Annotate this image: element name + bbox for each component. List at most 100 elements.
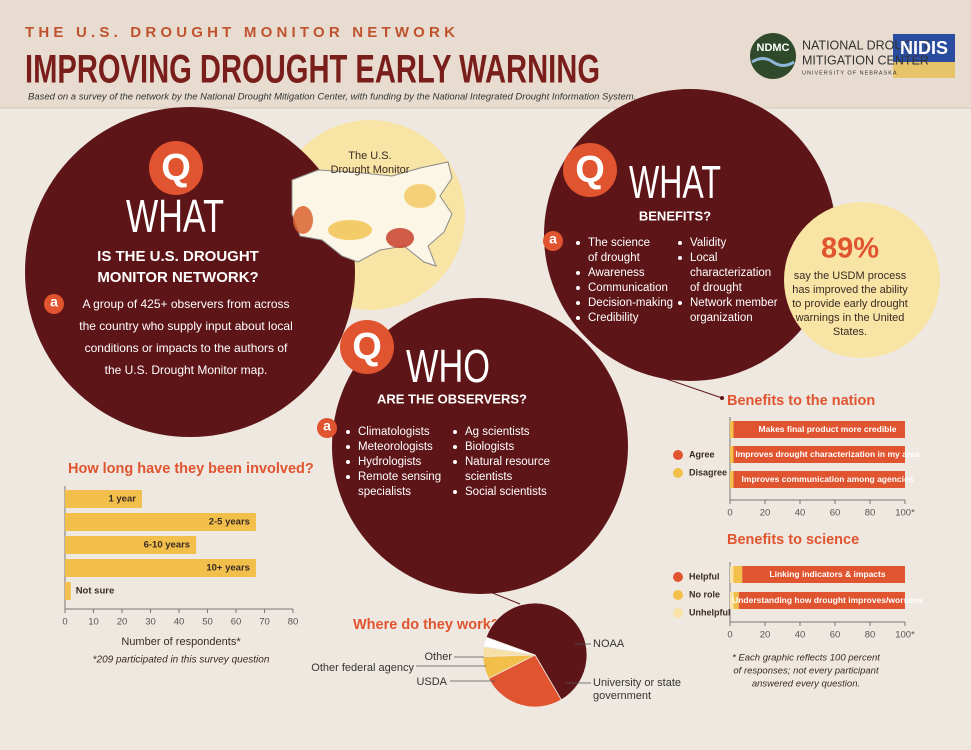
answer-text: conditions or impacts to the authors of xyxy=(85,341,288,355)
list-item: Network member xyxy=(690,297,778,309)
bar-segment xyxy=(733,566,743,583)
bar-segment xyxy=(730,446,734,463)
bullet xyxy=(576,316,580,320)
question-text: ARE THE OBSERVERS? xyxy=(377,391,527,406)
bar-label: Improves drought characterization in my … xyxy=(735,449,919,459)
question-word: WHAT xyxy=(126,190,224,242)
legend-swatch xyxy=(673,572,683,582)
list-item: Ag scientists xyxy=(465,426,530,438)
list-item: Remote sensing xyxy=(358,471,441,483)
bar-segment xyxy=(730,592,734,609)
map-label: Drought Monitor xyxy=(331,164,410,176)
legend-label: No role xyxy=(689,589,720,599)
a-badge xyxy=(317,418,337,438)
x-tick-label: 40 xyxy=(174,617,185,628)
bullet xyxy=(453,490,457,494)
map-drought-area xyxy=(386,228,414,248)
page-title: IMPROVING DROUGHT EARLY WARNING xyxy=(25,48,600,92)
badge-letter: a xyxy=(50,294,58,310)
question-word: WHO xyxy=(406,340,490,392)
legend-label: Disagree xyxy=(689,467,727,477)
subtitle: Based on a survey of the network by the … xyxy=(28,92,636,103)
legend-swatch xyxy=(673,468,683,478)
x-tick-label: 30 xyxy=(145,617,156,628)
list-item: The science xyxy=(588,237,650,249)
leader-dot xyxy=(720,396,724,400)
list-item: of drought xyxy=(690,282,743,294)
bullet xyxy=(453,430,457,434)
bar-label: 2-5 years xyxy=(209,517,250,528)
header-band xyxy=(0,0,971,108)
bar-label: Makes final product more credible xyxy=(759,424,897,434)
logo-text: NDMC xyxy=(757,42,790,54)
pie-label: University or state government xyxy=(593,677,682,702)
bar-label: 1 year xyxy=(108,494,136,505)
list-item: scientists xyxy=(465,471,513,483)
pie-label-box: NOAA xyxy=(593,638,625,650)
ndmc-logo-wave xyxy=(751,57,795,67)
pie-label-box: Other federal agency xyxy=(311,662,414,674)
q-badge xyxy=(563,143,617,197)
bullet xyxy=(678,256,682,260)
bar-label: Not sure xyxy=(76,586,115,597)
question-text: IS THE U.S. DROUGHT xyxy=(97,248,259,265)
list-item: Biologists xyxy=(465,441,514,453)
stat-text: has improved the ability xyxy=(792,284,908,296)
bar-label: 10+ years xyxy=(206,563,250,574)
bullet xyxy=(678,301,682,305)
bar-segment xyxy=(738,592,905,609)
pie-label: NOAA xyxy=(593,638,625,650)
bar-segment xyxy=(733,471,905,488)
bullet xyxy=(576,271,580,275)
chart-note: *209 participated in this survey questio… xyxy=(93,655,270,666)
badge-letter: a xyxy=(549,231,557,247)
bar-segment xyxy=(742,566,905,583)
bar xyxy=(65,582,71,600)
pie-label: USDA xyxy=(416,676,447,688)
bar-label: Improves communication among agencies xyxy=(742,474,914,484)
legend-swatch xyxy=(673,590,683,600)
list-item: Communication xyxy=(588,282,668,294)
list-item: Natural resource xyxy=(465,456,550,468)
pie-label-box: University or state government xyxy=(593,677,682,702)
x-tick-label: 80 xyxy=(288,617,299,628)
list-item: Credibility xyxy=(588,312,639,324)
question-circle xyxy=(544,89,836,381)
pie-slice xyxy=(485,602,588,701)
leader-line xyxy=(484,589,521,605)
x-tick-label: 40 xyxy=(795,630,806,641)
x-tick-label: 60 xyxy=(830,508,841,519)
answer-text: the U.S. Drought Monitor map. xyxy=(105,363,268,377)
list-item: Local xyxy=(690,252,718,264)
q-badge xyxy=(340,320,394,374)
list-item: Decision-making xyxy=(588,297,673,309)
logo-text: NATIONAL DROUGHT xyxy=(802,38,930,52)
bar xyxy=(65,536,197,554)
list-item: Climatologists xyxy=(358,426,430,438)
bullet xyxy=(576,241,580,245)
x-tick-label: 100* xyxy=(895,630,915,641)
x-tick-label: 50 xyxy=(202,617,213,628)
list-item: specialists xyxy=(358,486,411,498)
list-item: organization xyxy=(690,312,753,324)
stat-text: to provide early drought xyxy=(792,298,908,310)
footnote: of responses; not every participant xyxy=(733,666,879,677)
bullet xyxy=(346,430,350,434)
x-tick-label: 0 xyxy=(727,508,732,519)
footnote: answered every question. xyxy=(752,679,860,690)
question-circle xyxy=(25,107,355,437)
legend-label: Unhelpful xyxy=(689,607,731,617)
kicker: THE U.S. DROUGHT MONITOR NETWORK xyxy=(25,24,459,41)
question-word: WHAT xyxy=(629,156,721,208)
leader-line xyxy=(654,374,723,399)
map-drought-area xyxy=(293,206,313,234)
bar-segment xyxy=(730,471,734,488)
x-tick-label: 100* xyxy=(895,508,915,519)
nidis-logo-band xyxy=(893,62,955,78)
bullet xyxy=(453,445,457,449)
chart-title: Where do they work? xyxy=(353,617,500,633)
list-item: Validity xyxy=(690,237,726,249)
pie-slice xyxy=(483,636,536,656)
